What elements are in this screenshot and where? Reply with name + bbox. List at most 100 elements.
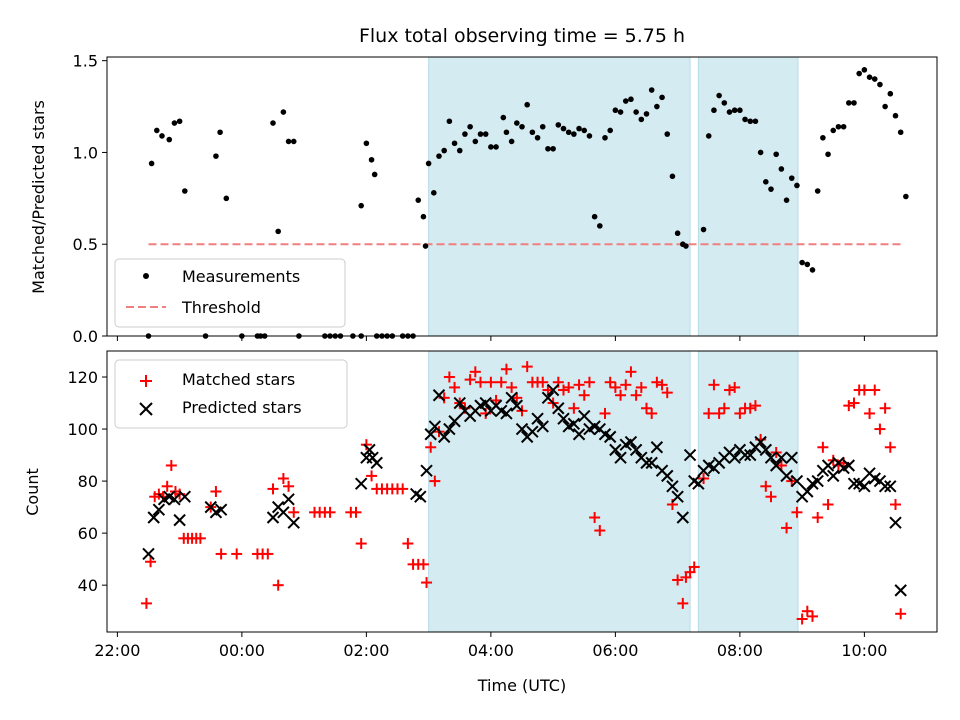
top-panel: 0.0 0.5 1.0 1.5 Matched/Predicted stars Mea… <box>29 52 938 346</box>
matched-star-point <box>521 361 533 373</box>
measurement-point <box>877 81 883 88</box>
x-tick-label: 00:00 <box>219 641 265 660</box>
matched-star-point <box>495 376 507 388</box>
measurement-point <box>500 114 507 121</box>
top-plot-frame <box>106 56 938 337</box>
measurement-point <box>422 243 429 249</box>
measurement-point <box>213 153 219 159</box>
measurement-point <box>441 147 447 154</box>
measurement-point <box>358 202 364 209</box>
measurement-point <box>446 118 453 125</box>
measurement-point <box>711 107 717 114</box>
legend-predicted-label: Predicted stars <box>182 398 302 417</box>
matched-star-point <box>578 389 590 401</box>
predicted-star-point <box>370 456 383 470</box>
matched-star-point <box>324 506 336 518</box>
bottom-x-axis-label: Time (UTC) <box>477 676 566 695</box>
measurement-point <box>683 243 689 249</box>
matched-star-point <box>781 522 793 534</box>
y-tick-label: 0.0 <box>73 327 98 346</box>
legend-threshold-label: Threshold <box>181 298 261 317</box>
matched-star-point <box>417 558 429 570</box>
predicted-star-point <box>567 417 581 431</box>
predicted-star-point <box>640 456 653 470</box>
predicted-star-point <box>428 420 442 433</box>
matched-star-point <box>848 397 860 409</box>
measurement-point <box>508 138 515 145</box>
measurement-point <box>420 213 427 220</box>
measurement-point <box>705 133 712 139</box>
measurement-point <box>716 92 722 99</box>
measurement-point <box>882 103 888 110</box>
measurement-point <box>371 171 378 178</box>
matched-star-point <box>599 407 611 419</box>
matched-star-point <box>425 441 437 453</box>
matched-star-point <box>895 608 907 620</box>
predicted-star-point <box>168 493 181 506</box>
matched-star-point <box>734 407 746 419</box>
y-tick-label: 1.0 <box>73 143 98 162</box>
predicted-star-point <box>363 443 376 457</box>
measurement-point <box>560 125 567 132</box>
measurement-point <box>742 116 748 123</box>
matched-star-point <box>500 363 512 375</box>
predicted-star-point <box>500 407 513 420</box>
x-tick-label: 06:00 <box>592 641 638 660</box>
predicted-star-point <box>354 477 368 490</box>
matched-star-point <box>817 441 829 453</box>
matched-star-point <box>161 480 173 492</box>
measurement-point <box>534 134 541 141</box>
predicted-star-point <box>780 469 793 483</box>
matched-star-point <box>568 402 580 414</box>
x-tick-label: 04:00 <box>468 641 514 660</box>
predicted-star-point <box>624 435 638 449</box>
measurement-point <box>368 156 375 163</box>
measurement-point <box>778 166 785 172</box>
bottom-legend: Matched stars Predicted stars <box>114 359 348 429</box>
predicted-star-point <box>557 412 570 425</box>
matched-star-point <box>744 402 756 414</box>
measurement-point <box>425 160 432 167</box>
predicted-star-point <box>526 425 539 438</box>
shaded-interval-0 <box>428 350 691 633</box>
matched-star-point <box>583 376 595 388</box>
x-tick-label: 10:00 <box>841 641 887 660</box>
measurement-point <box>788 175 795 181</box>
measurement-point <box>851 100 857 106</box>
matched-star-point <box>765 491 777 503</box>
predicted-star-point <box>894 584 907 597</box>
measurement-point <box>503 129 510 136</box>
legend-matched-label: Matched stars <box>182 370 295 389</box>
matched-star-point <box>272 579 284 591</box>
bottom-shaded-intervals <box>428 350 799 633</box>
measurement-point <box>669 173 676 180</box>
measurement-point <box>814 188 821 194</box>
matched-star-point <box>718 402 730 414</box>
matched-star-point <box>573 379 585 391</box>
matched-star-point <box>791 506 803 518</box>
bottom-panel: 22:00 00:00 02:00 04:00 06:00 08:00 10:00 40 60… <box>23 350 938 695</box>
predicted-star-point <box>692 477 705 490</box>
measurement-point <box>643 111 650 117</box>
measurement-point <box>451 140 458 147</box>
measurement-point <box>866 74 873 80</box>
measurement-point <box>633 109 639 115</box>
predicted-star-point <box>827 469 840 483</box>
matched-star-point <box>350 506 362 518</box>
measurement-point <box>571 131 577 137</box>
legend-predicted-marker <box>139 402 153 416</box>
predicted-star-point <box>448 415 461 428</box>
predicted-star-point <box>505 391 518 405</box>
measurement-point <box>597 223 603 229</box>
predicted-star-point <box>878 480 892 493</box>
measurement-point <box>514 120 520 126</box>
matched-star-point <box>469 366 481 378</box>
matched-star-point <box>890 499 901 511</box>
y-tick-label: 120 <box>67 368 98 387</box>
predicted-star-point <box>683 448 697 462</box>
predicted-star-point <box>666 480 679 493</box>
measurement-point <box>467 123 473 130</box>
shaded-interval-1 <box>697 350 799 633</box>
predicted-star-point <box>266 511 280 524</box>
matched-star-point <box>165 459 177 471</box>
